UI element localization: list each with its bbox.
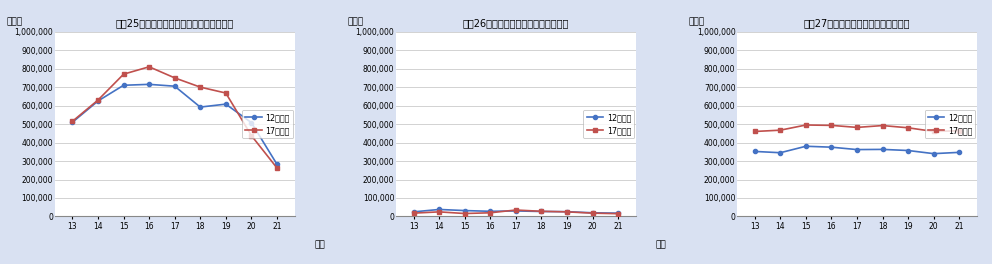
17年基準 bbox=[92, 98, 104, 102]
Legend: 12年基準, 17年基準: 12年基準, 17年基準 bbox=[925, 110, 975, 138]
12年基準 bbox=[92, 100, 104, 103]
12年基準 bbox=[612, 211, 624, 215]
Title: （囲26）企業所得（公的企業）の比較: （囲26）企業所得（公的企業）の比較 bbox=[462, 18, 569, 28]
12年基準 bbox=[245, 121, 257, 124]
17年基準 bbox=[928, 130, 939, 133]
12年基準 bbox=[851, 148, 863, 151]
Line: 17年基準: 17年基準 bbox=[753, 123, 961, 134]
17年基準 bbox=[825, 124, 837, 127]
17年基準 bbox=[220, 91, 232, 95]
17年基準 bbox=[245, 134, 257, 137]
17年基準 bbox=[66, 120, 78, 123]
Line: 12年基準: 12年基準 bbox=[412, 208, 620, 215]
12年基準 bbox=[561, 210, 573, 213]
12年基準 bbox=[928, 152, 939, 155]
17年基準 bbox=[536, 210, 548, 213]
17年基準 bbox=[194, 86, 206, 89]
Text: 年度: 年度 bbox=[314, 241, 324, 249]
Legend: 12年基準, 17年基準: 12年基準, 17年基準 bbox=[583, 110, 634, 138]
12年基準 bbox=[194, 106, 206, 109]
Text: 百万円: 百万円 bbox=[7, 17, 23, 26]
12年基準 bbox=[825, 146, 837, 149]
12年基準 bbox=[169, 85, 181, 88]
12年基準 bbox=[586, 211, 598, 214]
Legend: 12年基準, 17年基準: 12年基準, 17年基準 bbox=[242, 110, 294, 138]
17年基準 bbox=[877, 124, 889, 127]
17年基準 bbox=[902, 126, 914, 129]
17年基準 bbox=[169, 76, 181, 79]
12年基準 bbox=[800, 145, 811, 148]
12年基準 bbox=[484, 210, 496, 213]
17年基準 bbox=[775, 129, 787, 132]
17年基準 bbox=[586, 211, 598, 215]
12年基準 bbox=[118, 84, 130, 87]
Title: （囲27）企業所得（個人企業）の比較: （囲27）企業所得（個人企業）の比較 bbox=[804, 18, 911, 28]
17年基準 bbox=[851, 126, 863, 129]
17年基準 bbox=[800, 124, 811, 127]
17年基準 bbox=[749, 130, 761, 133]
17年基準 bbox=[510, 209, 522, 212]
12年基準 bbox=[66, 121, 78, 124]
12年基準 bbox=[271, 163, 283, 166]
Line: 17年基準: 17年基準 bbox=[412, 208, 620, 216]
12年基準 bbox=[536, 210, 548, 213]
12年基準 bbox=[775, 151, 787, 154]
17年基準 bbox=[143, 65, 155, 68]
Text: 年度: 年度 bbox=[655, 241, 666, 249]
17年基準 bbox=[458, 212, 470, 215]
17年基準 bbox=[484, 211, 496, 214]
Text: 百万円: 百万円 bbox=[347, 17, 364, 26]
17年基準 bbox=[612, 212, 624, 215]
12年基準 bbox=[749, 150, 761, 153]
Line: 12年基準: 12年基準 bbox=[70, 82, 279, 166]
17年基準 bbox=[953, 129, 965, 132]
Line: 12年基準: 12年基準 bbox=[753, 144, 961, 156]
12年基準 bbox=[510, 209, 522, 213]
12年基準 bbox=[458, 209, 470, 212]
12年基準 bbox=[434, 208, 445, 211]
12年基準 bbox=[953, 151, 965, 154]
17年基準 bbox=[408, 211, 420, 215]
17年基準 bbox=[271, 166, 283, 169]
17年基準 bbox=[118, 73, 130, 76]
Title: （囲25）企業所得（民間法人企業）の比較: （囲25）企業所得（民間法人企業）の比較 bbox=[115, 18, 234, 28]
17年基準 bbox=[434, 210, 445, 213]
12年基準 bbox=[220, 102, 232, 106]
Text: 百万円: 百万円 bbox=[688, 17, 705, 26]
12年基準 bbox=[902, 149, 914, 152]
Line: 17年基準: 17年基準 bbox=[70, 65, 279, 170]
17年基準 bbox=[561, 210, 573, 213]
12年基準 bbox=[143, 83, 155, 86]
12年基準 bbox=[877, 148, 889, 151]
12年基準 bbox=[408, 210, 420, 213]
